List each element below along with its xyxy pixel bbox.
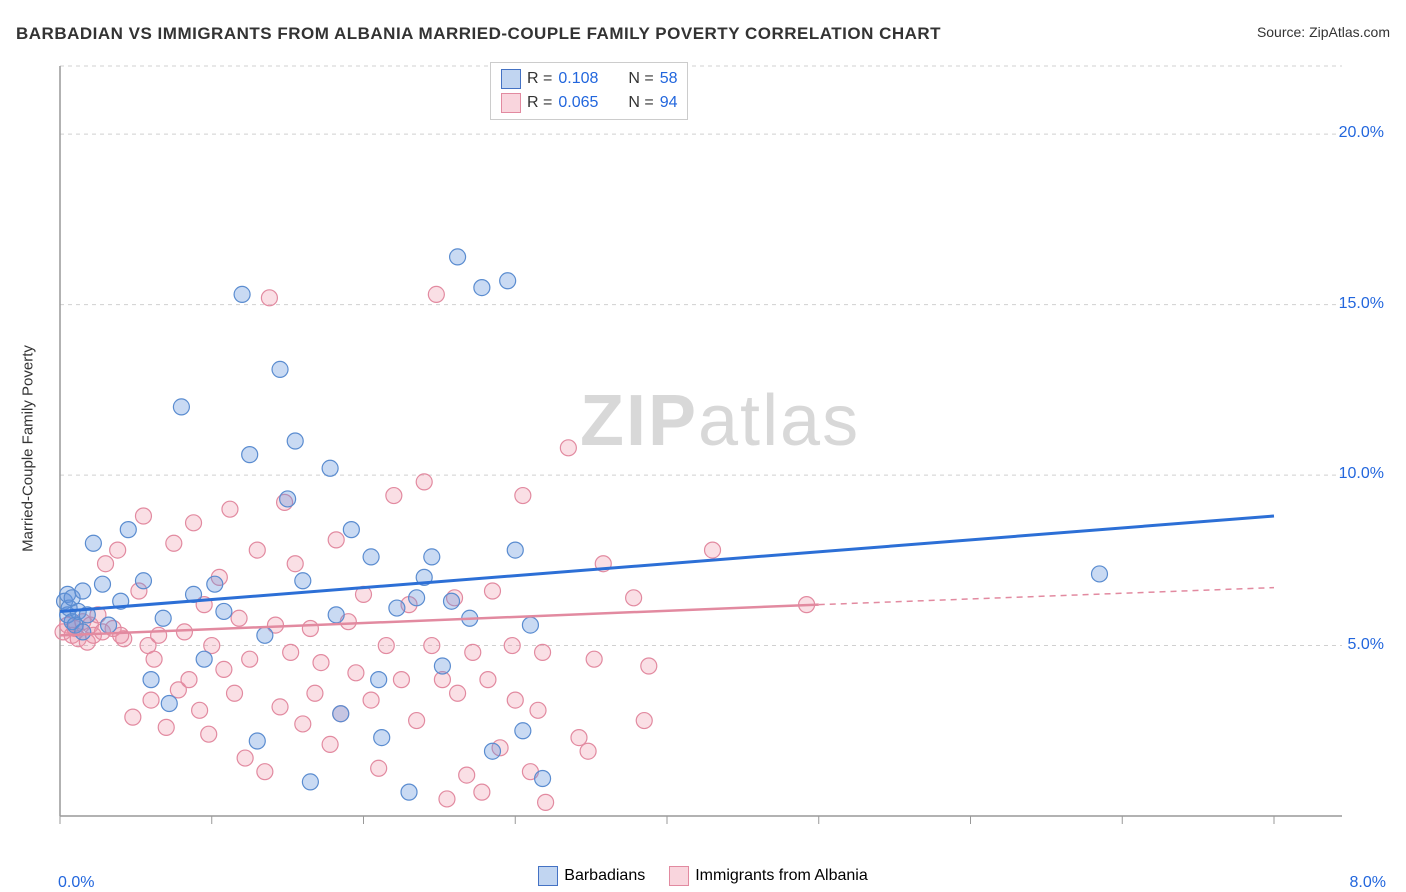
bottom-legend: Barbadians Immigrants from Albania xyxy=(0,866,1406,886)
legend-label-blue: Barbadians xyxy=(564,867,645,885)
swatch-pink xyxy=(501,93,521,113)
scatter-plot xyxy=(54,60,1342,848)
y-tick-label: 20.0% xyxy=(1339,124,1384,142)
y-tick-label: 5.0% xyxy=(1348,636,1384,654)
stats-box: R = 0.108 N = 58 R = 0.065 N = 94 xyxy=(490,62,688,120)
legend-swatch-pink xyxy=(669,866,689,886)
source-label: Source: ZipAtlas.com xyxy=(1257,24,1390,40)
chart-area xyxy=(54,60,1342,848)
y-axis-title: Married-Couple Family Poverty xyxy=(20,345,37,552)
legend-swatch-blue xyxy=(538,866,558,886)
chart-title: BARBADIAN VS IMMIGRANTS FROM ALBANIA MAR… xyxy=(16,24,941,44)
y-tick-label: 10.0% xyxy=(1339,465,1384,483)
legend-label-pink: Immigrants from Albania xyxy=(695,867,868,885)
swatch-blue xyxy=(501,69,521,89)
y-tick-label: 15.0% xyxy=(1339,295,1384,313)
